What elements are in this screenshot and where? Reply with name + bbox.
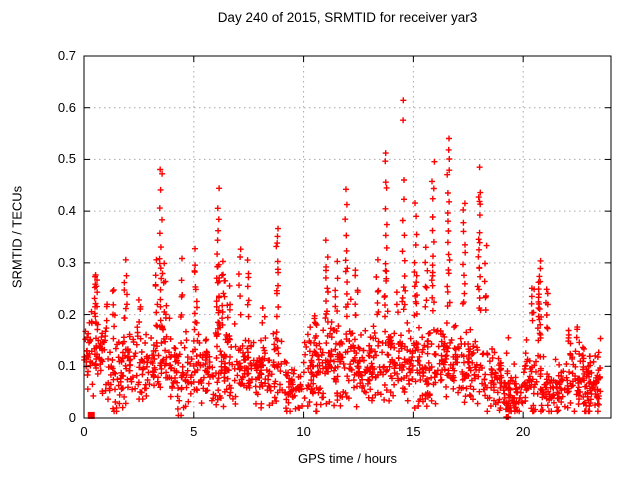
scatter-plus-markers [81, 97, 604, 420]
x-tick-label: 10 [296, 424, 311, 439]
data-points [81, 97, 604, 420]
x-tick-label: 20 [515, 424, 531, 439]
y-axis-label: SRMTID / TECUs [9, 185, 25, 289]
y-tick-label: 0 [68, 410, 76, 425]
x-axis-label: GPS time / hours [298, 451, 397, 466]
y-tick-label: 0.1 [57, 358, 76, 374]
x-tick-label: 0 [80, 424, 88, 439]
y-tick-label: 0.4 [57, 203, 76, 219]
y-tick-label: 0.6 [57, 99, 76, 115]
outlier-square-marker [87, 411, 95, 419]
y-tick-label: 0.7 [57, 48, 76, 63]
x-tick-label: 5 [190, 424, 198, 439]
gridlines [84, 56, 611, 418]
y-tick-label: 0.5 [57, 151, 76, 167]
chart-title: Day 240 of 2015, SRMTID for receiver yar… [217, 10, 478, 25]
y-tick-label: 0.2 [57, 306, 76, 322]
y-tick-label: 0.3 [57, 254, 76, 270]
axes [83, 55, 612, 419]
x-tick-label: 15 [406, 424, 421, 439]
